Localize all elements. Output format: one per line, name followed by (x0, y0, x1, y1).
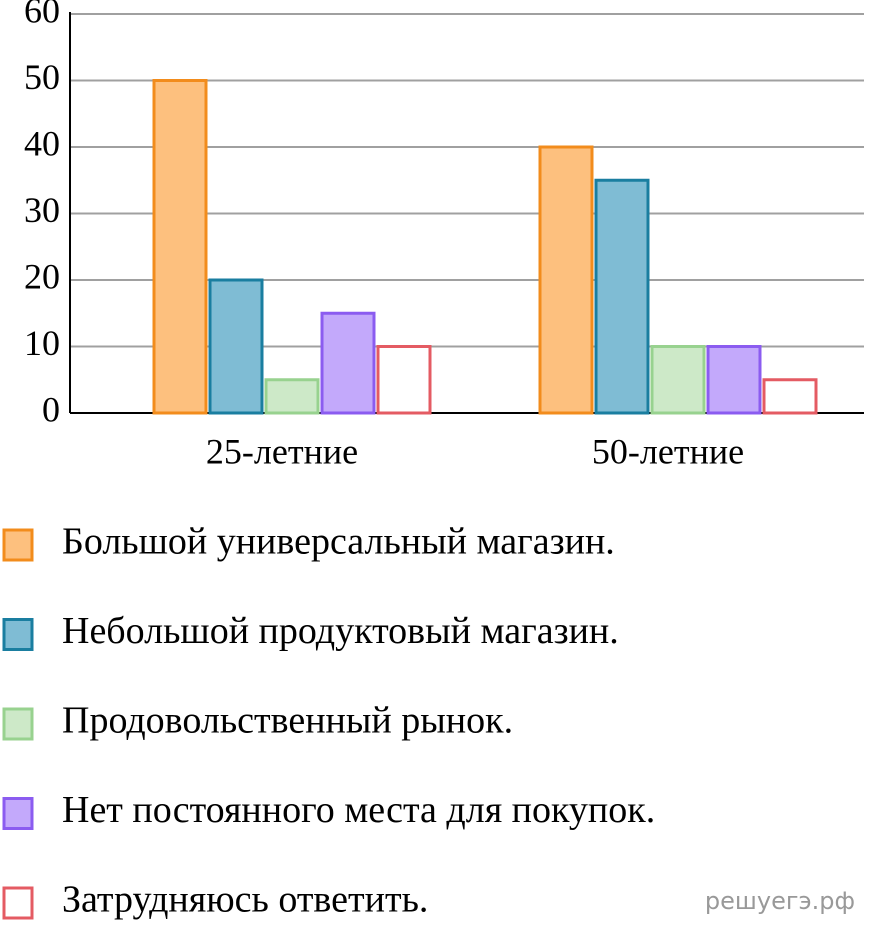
legend-swatch (2, 528, 34, 562)
y-tick-label: 0 (42, 389, 60, 429)
bar (152, 79, 208, 415)
legend-label: Небольшой продуктовый магазин. (62, 610, 619, 652)
y-tick-label: 10 (24, 323, 60, 363)
y-tick-label: 60 (24, 0, 60, 30)
legend-swatch (2, 797, 34, 830)
watermark: решуегэ.рф (705, 887, 855, 915)
legend-swatch (2, 707, 34, 741)
bar (376, 345, 432, 415)
y-tick-label: 50 (24, 57, 60, 97)
legend-label: Нет постоянного места для покупок. (62, 789, 655, 831)
bar (650, 345, 706, 415)
bar (538, 145, 594, 415)
bar (706, 345, 762, 415)
bar (208, 278, 264, 415)
legend-label: Продовольственный рынок. (62, 700, 513, 742)
legend-label: Большой универсальный магазин. (62, 521, 615, 563)
y-tick-label: 40 (24, 123, 60, 163)
bar (264, 378, 320, 415)
legend-label: Затрудняюсь ответить. (62, 879, 428, 921)
y-tick-label: 30 (24, 190, 60, 230)
legend-swatch (2, 886, 34, 920)
bar (320, 311, 376, 415)
x-tick-label: 50-летние (592, 431, 744, 471)
bar (594, 178, 650, 415)
x-tick-label: 25-летние (206, 431, 358, 471)
bar (762, 378, 818, 415)
y-tick-label: 20 (24, 256, 60, 296)
legend-swatch (2, 618, 34, 651)
